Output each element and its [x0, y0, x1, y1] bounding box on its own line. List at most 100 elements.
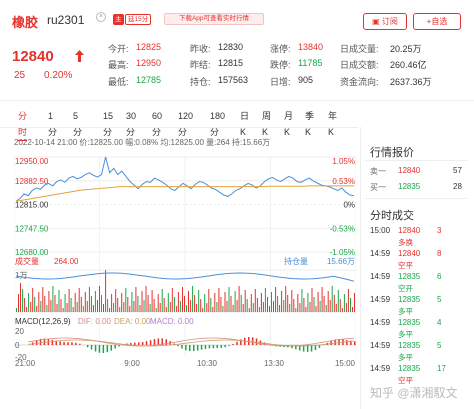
- tick-price: 12835: [398, 341, 421, 350]
- tab-period[interactable]: 60分: [152, 111, 163, 137]
- macd-bar: [141, 342, 144, 345]
- volume-bar: [281, 291, 283, 312]
- volume-bar: [289, 304, 291, 312]
- volume-bar: [321, 287, 323, 312]
- tick-time: 14:59: [370, 249, 391, 258]
- volume-bar: [329, 300, 331, 312]
- tab-period[interactable]: 年K: [328, 111, 338, 137]
- tick-qty: 6: [437, 272, 442, 281]
- macd-bar: [67, 342, 69, 345]
- volume-bar: [18, 294, 19, 312]
- volume-bar: [149, 304, 151, 312]
- volume-bar: [305, 307, 307, 312]
- volume-bar: [311, 288, 313, 312]
- tick-price: 12840: [398, 226, 421, 235]
- tick-qty: 4: [437, 318, 442, 327]
- price-change-pct: 0.20%: [44, 70, 73, 81]
- tab-period[interactable]: 120分: [178, 111, 194, 137]
- volume-bar: [58, 290, 60, 312]
- volume-bar: [105, 270, 107, 312]
- volume-bar: [48, 291, 50, 312]
- volume-bar: [352, 307, 353, 312]
- volume-bar: [345, 303, 347, 312]
- volume-bar: [99, 286, 100, 312]
- tab-period[interactable]: 周K: [262, 111, 272, 137]
- volume-value: 264.00: [54, 257, 79, 266]
- contract-name: 橡胶: [12, 15, 39, 30]
- tick-price: 12835: [398, 295, 421, 304]
- volume-bar: [242, 304, 244, 312]
- macd-bar: [59, 341, 61, 345]
- oi-label: 持仓量: [284, 256, 308, 266]
- header: 橡胶 ru2301 × 主 延15分 下载App可查看实时行情 ▣ 订阅 +自选: [0, 0, 474, 38]
- volume-bar: [101, 295, 102, 312]
- tab-period[interactable]: 5分: [73, 111, 83, 137]
- macd-bar: [149, 340, 152, 345]
- quote-field-value: 2637.36万: [390, 77, 432, 87]
- volume-bar: [117, 298, 119, 312]
- tab-period[interactable]: 季K: [305, 111, 315, 137]
- tick-type: 多平: [398, 330, 413, 339]
- tab-period[interactable]: 1分: [48, 111, 58, 137]
- macd-bar: [185, 345, 187, 351]
- quote-field-value: 905: [298, 75, 314, 85]
- macd-bar: [212, 345, 215, 349]
- pct-axis-label: -0.53%: [330, 224, 355, 233]
- macd-bar: [102, 345, 105, 353]
- macd-bar: [118, 345, 120, 347]
- divider: [360, 127, 361, 409]
- quote-field-label: 最高:: [108, 60, 129, 70]
- volume-bar: [86, 301, 88, 312]
- volume-bar: [354, 293, 355, 312]
- quote-field-label: 昨结:: [190, 60, 211, 70]
- macd-bar: [106, 345, 109, 353]
- tab-period[interactable]: 30分: [126, 111, 137, 137]
- volume-bar: [119, 307, 121, 312]
- volume-bar: [113, 303, 115, 312]
- intraday-chart[interactable]: 12950.00 12882.50 12815.00 12747.50 12680.00…: [14, 152, 356, 367]
- tab-period[interactable]: 15分: [103, 111, 114, 137]
- volume-bar: [133, 301, 135, 312]
- macd-bar: [196, 345, 199, 351]
- macd-label: MACD(12,26,9): [15, 317, 71, 326]
- pct-axis-label: 0%: [343, 201, 355, 210]
- quote-field-label: 日增:: [270, 77, 291, 87]
- tick-type: 多平: [398, 353, 413, 362]
- volume-bar: [36, 306, 38, 312]
- volume-bar: [333, 295, 335, 312]
- volume-bar: [258, 307, 260, 312]
- tab-period[interactable]: 分时: [18, 108, 28, 141]
- volume-bar: [135, 287, 137, 312]
- volume-bar: [38, 292, 40, 312]
- volume-bar: [121, 293, 123, 312]
- macd-bar: [193, 345, 195, 352]
- price-axis-label: 12747.50: [15, 224, 49, 233]
- macd-bar: [35, 340, 38, 345]
- volume-bar: [76, 302, 78, 312]
- price-axis-label: 12882.50: [15, 177, 49, 186]
- macd-bar: [114, 345, 116, 349]
- quote-field-value: 11785: [298, 58, 323, 68]
- tab-period[interactable]: 180分: [210, 111, 226, 137]
- tab-period[interactable]: 月K: [284, 111, 294, 137]
- close-icon[interactable]: ×: [96, 12, 106, 22]
- tick-time: 14:59: [370, 272, 391, 281]
- macd-bar: [302, 345, 305, 352]
- ask-label: 卖一: [370, 167, 386, 176]
- download-app-banner[interactable]: 下载App可查看实时行情: [164, 13, 264, 25]
- macd-bar: [251, 337, 254, 345]
- macd-bar: [145, 341, 148, 345]
- volume-bar: [173, 297, 175, 312]
- macd-bar: [98, 345, 101, 353]
- macd-bar: [314, 345, 317, 351]
- volume-bar: [256, 298, 258, 312]
- volume-bar: [54, 295, 56, 312]
- macd-bar: [157, 338, 160, 345]
- quote-field-label: 持仓:: [190, 77, 211, 87]
- volume-bar: [179, 301, 181, 312]
- tab-period[interactable]: 日K: [240, 111, 250, 137]
- add-watchlist-button[interactable]: +自选: [413, 13, 461, 30]
- subscribe-button[interactable]: ▣ 订阅: [363, 13, 407, 30]
- volume-bar: [269, 306, 270, 312]
- volume-bar: [198, 290, 200, 312]
